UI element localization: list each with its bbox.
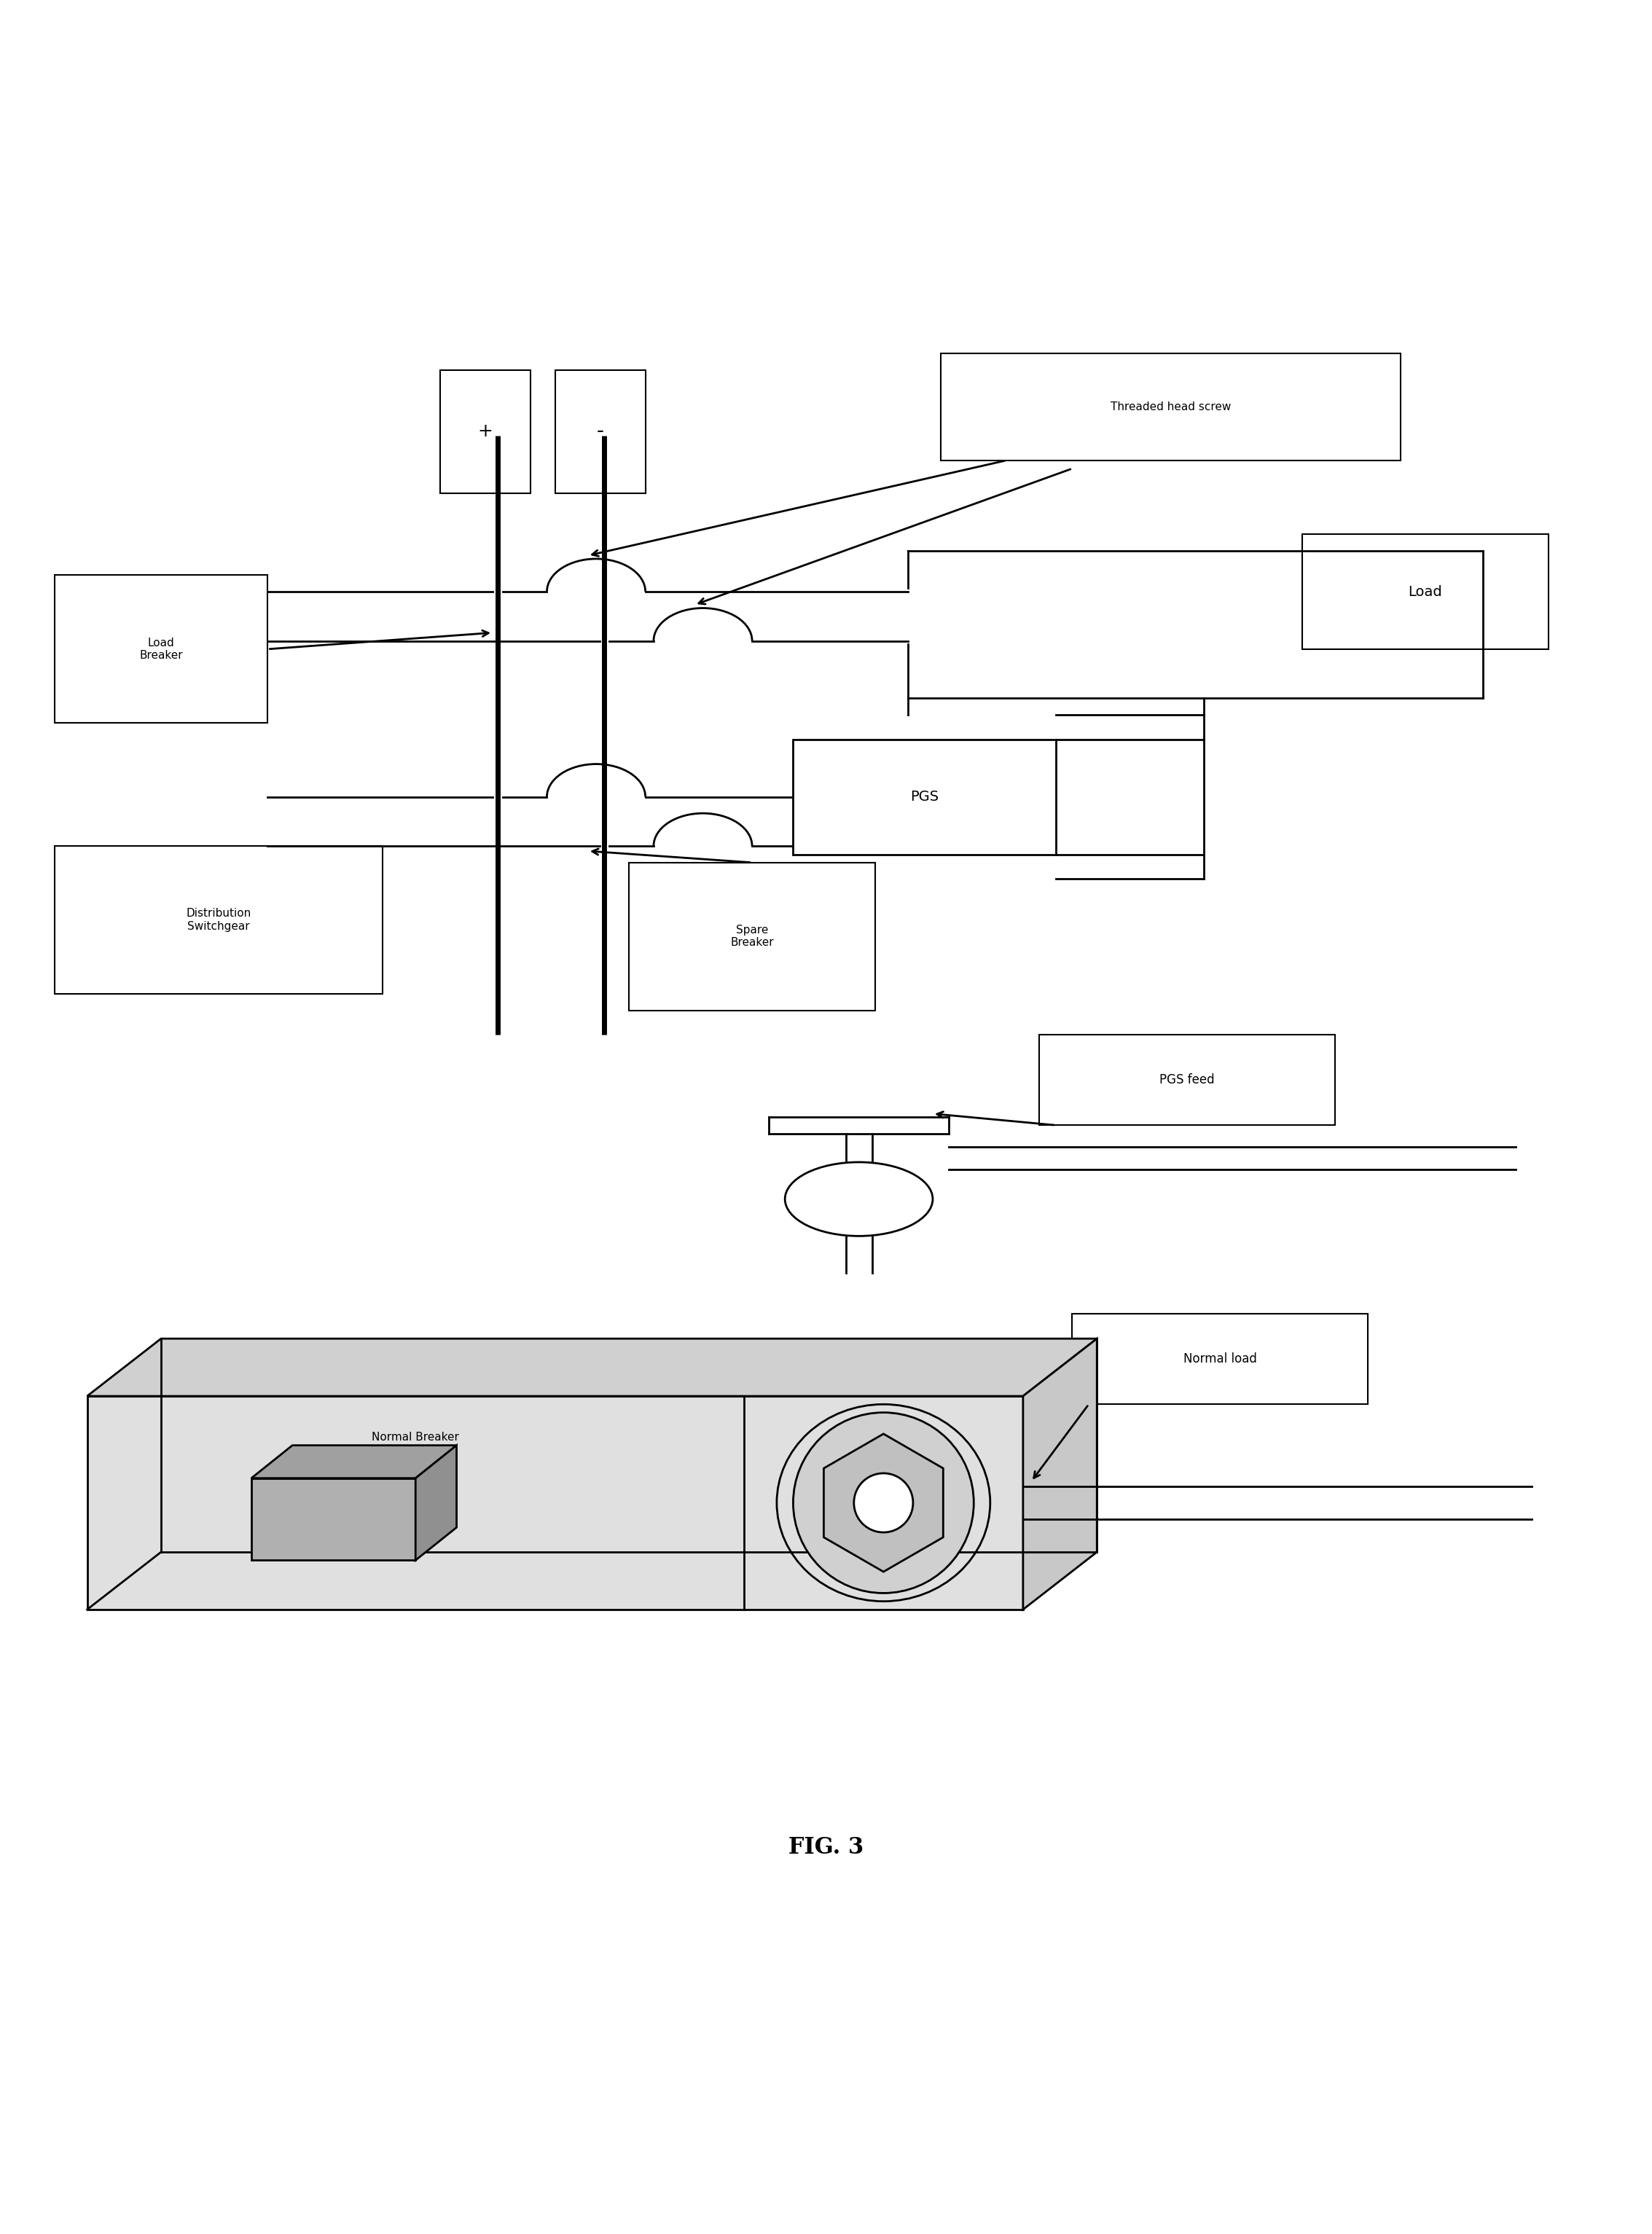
Polygon shape <box>251 1445 456 1479</box>
FancyBboxPatch shape <box>1039 1034 1335 1126</box>
Text: Normal load: Normal load <box>1183 1352 1257 1365</box>
Polygon shape <box>824 1434 943 1573</box>
FancyBboxPatch shape <box>793 739 1056 853</box>
FancyBboxPatch shape <box>942 353 1401 460</box>
Circle shape <box>854 1472 914 1533</box>
Polygon shape <box>1023 1338 1097 1608</box>
FancyBboxPatch shape <box>439 371 530 494</box>
FancyBboxPatch shape <box>1302 534 1548 650</box>
Text: +: + <box>477 422 492 440</box>
Text: Load: Load <box>1408 585 1442 599</box>
FancyBboxPatch shape <box>629 862 876 1010</box>
Circle shape <box>793 1412 973 1593</box>
Text: PGS: PGS <box>910 791 938 804</box>
Polygon shape <box>251 1479 416 1559</box>
Text: Normal Breaker: Normal Breaker <box>372 1432 459 1443</box>
FancyBboxPatch shape <box>1072 1314 1368 1405</box>
Text: PGS feed: PGS feed <box>1160 1075 1214 1086</box>
FancyBboxPatch shape <box>555 371 646 494</box>
Text: Distribution
Switchgear: Distribution Switchgear <box>187 909 251 932</box>
FancyBboxPatch shape <box>55 574 268 724</box>
Text: Spare
Breaker: Spare Breaker <box>730 925 773 947</box>
Text: Load
Breaker: Load Breaker <box>139 637 183 661</box>
Text: FIG. 3: FIG. 3 <box>788 1836 864 1859</box>
Polygon shape <box>88 1338 1097 1396</box>
Polygon shape <box>88 1396 1023 1608</box>
FancyBboxPatch shape <box>55 847 383 994</box>
Text: Threaded head screw: Threaded head screw <box>1110 402 1231 413</box>
Ellipse shape <box>785 1162 933 1235</box>
Text: -: - <box>596 422 605 442</box>
Polygon shape <box>416 1445 456 1559</box>
